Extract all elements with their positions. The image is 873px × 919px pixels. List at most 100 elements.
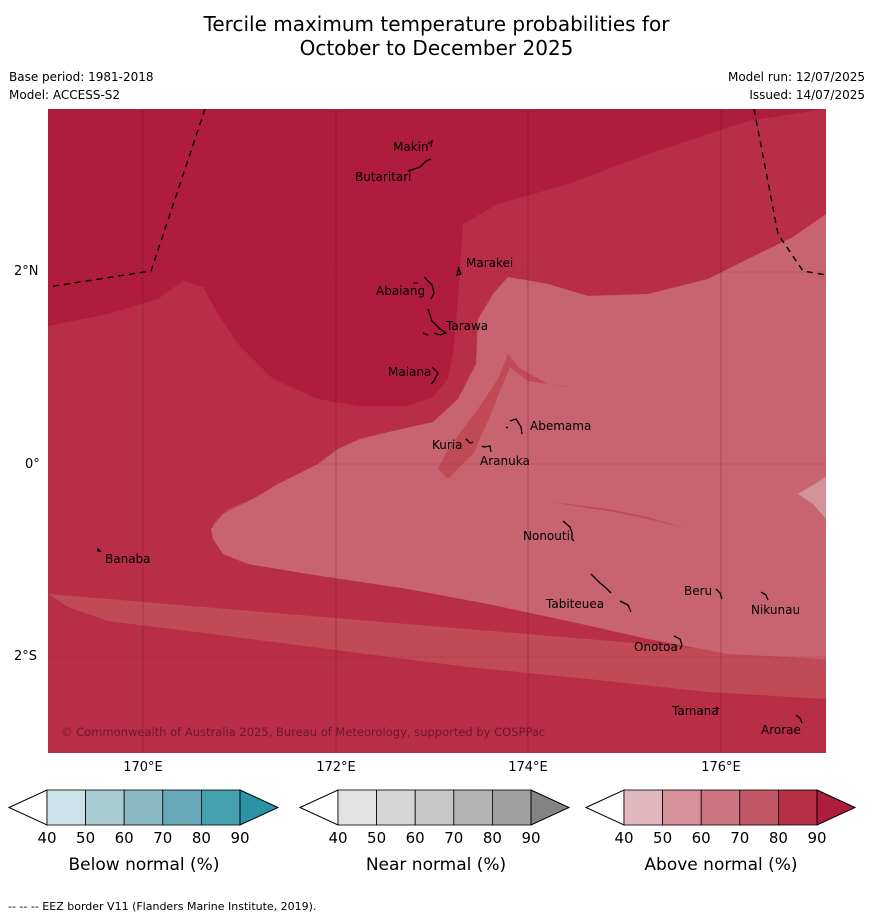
eez-line-west [48,109,206,288]
colorbar-below-tick: 50 [76,829,96,847]
island-arorae [795,714,803,724]
meta-right: Model run: 12/07/2025 Issued: 14/07/2025 [728,68,865,104]
colorbar-near-tick: 90 [521,829,541,847]
island-tamana [715,706,720,710]
colorbar-above-tick: 90 [807,829,827,847]
colorbar-near-max-arrow [530,789,571,826]
base-period: Base period: 1981-2018 [9,70,154,84]
colorbar-near-tick: 40 [328,829,348,847]
colorbar-near-min-arrow [298,789,339,826]
label-tamana: Tamana [671,704,719,718]
copyright-notice: © Commonwealth of Australia 2025, Bureau… [61,725,545,739]
colorbar-above-segment [623,789,663,826]
map-title: Tercile maximum temperature probabilitie… [0,12,873,60]
colorbar-near-segment [453,789,493,826]
label-kuria: Kuria [432,438,463,452]
label-butaritari: Butaritari [355,170,412,184]
label-beru: Beru [684,584,712,598]
colorbar-near-title: Near normal (%) [365,855,507,875]
colorbar-near-segment [376,789,416,826]
lon-label-170e: 170°E [123,760,163,775]
colorbar-near-tick: 70 [444,829,464,847]
colorbar-below-title: Below normal (%) [68,855,220,875]
colorbar-above-segment [662,789,702,826]
colorbar-near-segment [414,789,455,826]
colorbar-above-tick: 70 [730,829,750,847]
island-onotoa [673,635,683,650]
island-nikunau [760,591,769,601]
model-run: Model run: 12/07/2025 [727,70,865,84]
island-marakei [456,266,462,276]
label-onotoa: Onotoa [634,640,678,654]
colorbar-below-tick: 90 [230,829,250,847]
island-abemama [505,418,523,435]
colorbar-below-tick: 40 [37,829,57,847]
colorbar-near-tick: 60 [405,829,425,847]
colorbar-near-segment [491,789,532,826]
island-tarawa [422,308,448,336]
colorbar-above-segment [739,789,779,826]
meta-left: Base period: 1981-2018 Model: ACCESS-S2 [9,68,154,104]
island-abaiang [413,276,435,300]
label-maiana: Maiana [388,365,431,379]
colorbar-above [584,789,857,826]
colorbar-near [298,789,571,826]
colorbar-below-min-arrow [7,789,48,826]
title-line-1: Tercile maximum temperature probabilitie… [203,12,670,36]
colorbar-near-tick: 80 [482,829,502,847]
label-arorae: Arorae [761,723,801,737]
graticule [48,109,826,753]
colorbar-below-segment [85,789,125,826]
lon-label-172e: 172°E [316,760,356,775]
colorbar-near-segment [337,789,377,826]
eez-footnote: -- -- -- EEZ border V11 (Flanders Marine… [8,900,317,913]
label-makin: Makin [393,140,429,154]
label-abemama: Abemama [530,419,591,433]
colorbar-below [7,789,280,826]
colorbar-below-tick: 70 [153,829,173,847]
lat-label-0: 0° [25,457,40,472]
lon-label-174e: 174°E [508,760,548,775]
colorbar-below-segment [46,789,86,826]
map-panel: Makin Butaritari Marakei Abaiang Tarawa … [48,109,826,753]
region-above-60-core [428,345,826,579]
colorbar-below-max-arrow [239,789,280,826]
island-aranuka [481,445,492,453]
island-maiana [430,366,439,385]
model-name: Model: ACCESS-S2 [9,88,121,102]
label-aranuka: Aranuka [480,454,530,468]
label-marakei: Marakei [466,256,513,270]
colorbar-above-tick: 50 [653,829,673,847]
colorbar-above-min-arrow [584,789,625,826]
colorbar-below-segment [200,789,241,826]
colorbar-below-segment [162,789,202,826]
colorbar-above-tick: 80 [768,829,788,847]
colorbar-above-max-arrow [816,789,857,826]
island-banaba [97,547,102,552]
island-butaritari [407,158,432,172]
colorbar-above-tick: 40 [614,829,634,847]
colorbars [7,789,857,826]
issued-date: Issued: 14/07/2025 [749,88,865,102]
island-nonouti [562,520,575,542]
probability-map: Makin Butaritari Marakei Abaiang Tarawa … [48,109,826,753]
colorbar-below-segment [123,789,164,826]
label-nonouti: Nonouti [523,529,570,543]
lat-label-2s: 2°S [14,649,38,664]
label-abaiang: Abaiang [376,284,425,298]
lat-label-2n: 2°N [14,264,39,279]
label-tarawa: Tarawa [445,319,488,333]
colorbar-above-title: Above normal (%) [644,855,798,875]
islands [97,139,803,724]
colorbar-below-tick: 80 [191,829,211,847]
colorbar-near-tick: 50 [367,829,387,847]
colorbar-above-segment [778,789,818,826]
label-nikunau: Nikunau [751,603,800,617]
island-beru [715,588,723,600]
lon-label-176e: 176°E [701,760,741,775]
colorbar-above-segment [700,789,741,826]
colorbar-above-tick: 60 [691,829,711,847]
island-kuria [465,438,474,444]
title-line-2: October to December 2025 [299,36,574,60]
eez-border [48,109,826,288]
